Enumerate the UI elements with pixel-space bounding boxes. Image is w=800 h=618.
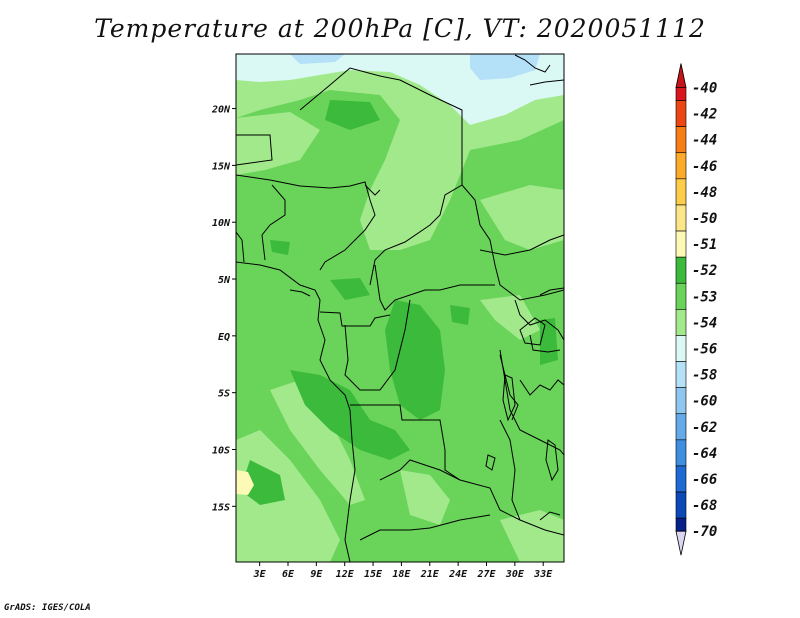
- colorbar-swatch-4: [675, 178, 687, 206]
- x-tick-label: 9E: [310, 569, 323, 580]
- contour-fill-minus51: [236, 470, 254, 495]
- y-tick-label: 10N: [212, 218, 231, 229]
- x-tick-label: 18E: [392, 569, 411, 580]
- grads-credit: GrADS: IGES/COLA: [4, 603, 91, 613]
- y-tick-label: 5N: [218, 275, 231, 286]
- y-tick-label: EQ: [218, 332, 230, 343]
- colorbar: -40 -42 -44 -46 -48 -50 -51 -52 -53 -54 -56 -58 -60 -…: [675, 63, 717, 556]
- colorbar-swatch-15: [675, 465, 687, 493]
- colorbar-label: -40: [692, 81, 717, 97]
- colorbar-swatch-6: [675, 230, 687, 258]
- y-tick-label: 5S: [218, 389, 230, 400]
- colorbar-swatch-8: [675, 282, 687, 310]
- colorbar-label: -58: [692, 368, 717, 384]
- colorbar-label: -46: [692, 159, 717, 175]
- map-field: [236, 54, 564, 562]
- colorbar-swatch-10: [675, 335, 687, 362]
- colorbar-label: -53: [692, 289, 717, 305]
- x-tick-label: 6E: [282, 569, 295, 580]
- colorbar-label: -50: [692, 211, 717, 227]
- colorbar-label: -54: [692, 315, 717, 331]
- colorbar-swatch-2: [675, 126, 687, 154]
- x-tick-label: 15E: [364, 569, 383, 580]
- x-tick-label: 3E: [253, 569, 267, 580]
- colorbar-label: -60: [692, 394, 717, 410]
- colorbar-label: -48: [692, 185, 717, 201]
- colorbar-swatch-12: [675, 387, 687, 415]
- colorbar-swatch-7: [675, 256, 687, 284]
- colorbar-swatch-13: [675, 413, 687, 441]
- lakes: [485, 317, 559, 482]
- x-tick-label: 21E: [420, 569, 440, 580]
- colorbar-swatch-9: [675, 309, 687, 336]
- y-tick-label: 10S: [212, 445, 230, 456]
- colorbar-label: -51: [692, 237, 717, 253]
- colorbar-label: -70: [692, 524, 717, 540]
- y-tick-label: 15N: [212, 161, 231, 172]
- colorbar-swatch-3: [675, 152, 687, 180]
- colorbar-label: -66: [692, 472, 717, 488]
- y-axis: 20N 15N 10N 5N EQ 5S 10S 15S: [211, 105, 236, 513]
- x-tick-label: 33E: [533, 569, 553, 580]
- contour-fill-minus58: [290, 54, 540, 80]
- colorbar-label: -64: [692, 446, 717, 462]
- x-tick-label: 24E: [448, 569, 468, 580]
- colorbar-swatch-16: [675, 491, 687, 519]
- colorbar-top-arrow: [675, 63, 687, 88]
- colorbar-label: -56: [692, 342, 717, 358]
- colorbar-bottom-arrow: [675, 530, 687, 556]
- colorbar-swatch-14: [675, 439, 687, 467]
- colorbar-label: -52: [692, 263, 717, 279]
- colorbar-swatch-11: [675, 361, 687, 388]
- country-boundaries: [236, 54, 564, 562]
- chart-title: Temperature at 200hPa [C], VT: 202005111…: [94, 14, 706, 43]
- x-tick-label: 12E: [336, 569, 355, 580]
- colorbar-label: -62: [692, 420, 717, 436]
- colorbar-label: -68: [692, 498, 717, 514]
- x-tick-label: 27E: [476, 569, 496, 580]
- colorbar-swatch-1: [675, 100, 687, 127]
- x-axis: 3E 6E 9E 12E 15E 18E 21E 24E 27E 30E 33E: [253, 562, 553, 580]
- x-tick-label: 30E: [505, 569, 525, 580]
- y-tick-label: 20N: [211, 105, 231, 116]
- colorbar-swatch-5: [675, 204, 687, 232]
- colorbar-label: -44: [692, 133, 717, 149]
- colorbar-label: -42: [692, 107, 717, 123]
- y-tick-label: 15S: [212, 502, 230, 513]
- colorbar-swatch-0: [675, 87, 687, 101]
- colorbar-swatch-17: [675, 517, 687, 532]
- map-frame: [235, 53, 565, 563]
